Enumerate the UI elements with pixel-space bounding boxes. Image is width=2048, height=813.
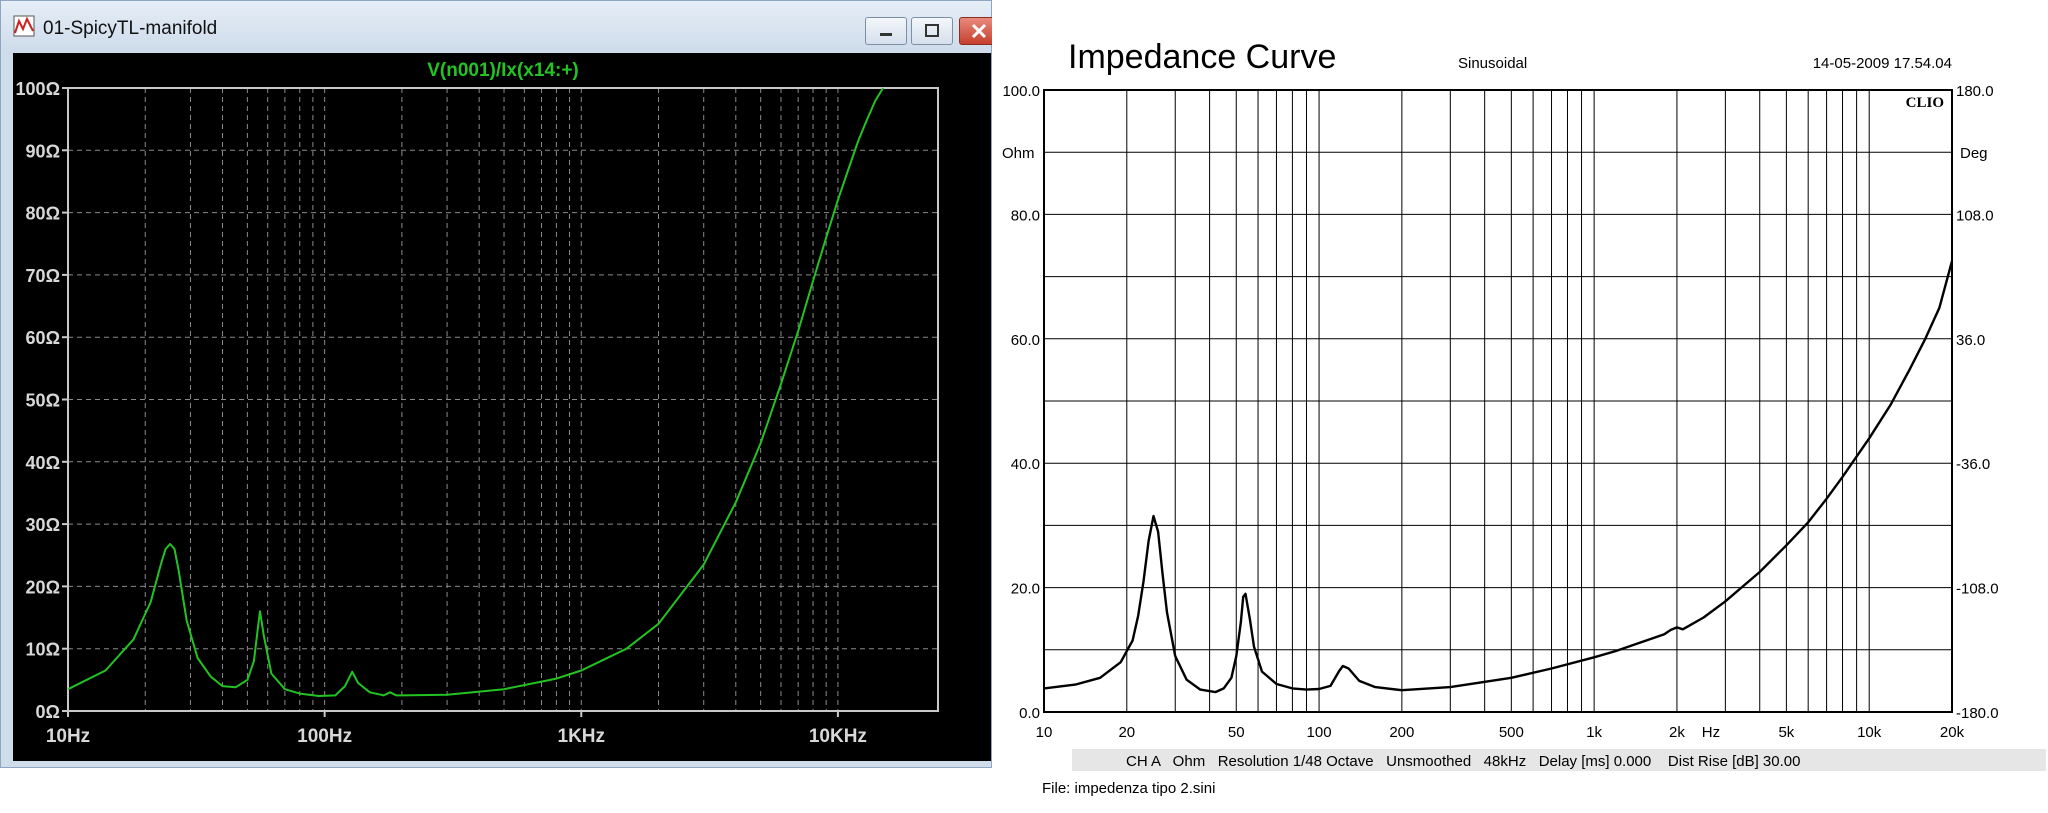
ltspice-plot-pane[interactable]: V(n001)/Ix(x14:+) 0Ω 10Ω 20Ω 30Ω 40Ω 50Ω 60Ω 70… (13, 53, 991, 761)
y-tick-label: 60Ω (26, 328, 60, 348)
x-tick-label: 100Hz (297, 726, 352, 747)
y-tick-label: 0Ω (36, 702, 60, 722)
x-tick-label: 10k (1857, 724, 1882, 741)
status-line: CH A Ohm Resolution 1/48 Octave Unsmooth… (1126, 753, 1800, 770)
y2-tick-label: 180.0 (1956, 83, 1994, 100)
y-tick-label: 0.0 (1019, 705, 1040, 722)
x-tick-label: 10 (1036, 724, 1053, 741)
close-icon (971, 23, 987, 39)
y2-tick-label: -180.0 (1956, 705, 1999, 722)
window-title: 01-SpicyTL-manifold (43, 18, 218, 39)
brand-logo: CLIO (1906, 95, 1944, 111)
y-tick-label: 100.0 (1002, 83, 1040, 100)
y-tick-label: 10Ω (26, 640, 60, 660)
x-tick-label: 200 (1389, 724, 1414, 741)
maximize-button[interactable] (911, 17, 953, 45)
x-tick-label: 10KHz (809, 726, 867, 747)
x-tick-label: 1k (1586, 724, 1602, 741)
x-tick-label: 5k (1778, 724, 1794, 741)
ltspice-impedance-chart: V(n001)/Ix(x14:+) 0Ω 10Ω 20Ω 30Ω 40Ω 50Ω 60Ω 70… (16, 60, 939, 747)
y2-tick-label: -108.0 (1956, 581, 1999, 598)
clio-grid (1044, 90, 1952, 712)
x-tick-label: 50 (1228, 724, 1245, 741)
y-tick-label: 20.0 (1011, 581, 1040, 598)
y-tick-label: 30Ω (26, 515, 60, 535)
y-tick-label: 80.0 (1011, 207, 1040, 224)
right-unit-label: Deg (1960, 145, 1988, 162)
trace-label[interactable]: V(n001)/Ix(x14:+) (427, 60, 579, 81)
timestamp: 14-05-2009 17.54.04 (1813, 55, 1952, 72)
x-tick-label: 100 (1307, 724, 1332, 741)
y-tick-label: 90Ω (26, 141, 60, 161)
x-tick-label: 10Hz (46, 726, 90, 747)
x-tick-label: 20k (1940, 724, 1965, 741)
y-tick-label: 100Ω (16, 79, 60, 99)
ltspice-grid (68, 88, 938, 711)
impedance-curve (1043, 260, 1954, 694)
x-tick-label: 20 (1118, 724, 1135, 741)
waveform-app-icon (13, 15, 35, 37)
y-tick-label: 70Ω (26, 266, 60, 286)
maximize-icon (925, 24, 939, 37)
window-titlebar[interactable]: 01-SpicyTL-manifold (1, 1, 999, 53)
brand-box (1886, 92, 1950, 112)
y2-tick-label: 36.0 (1956, 332, 1985, 349)
y-tick-label: 40Ω (26, 453, 60, 473)
left-unit-label: Ohm (1002, 145, 1035, 162)
ltspice-window: 01-SpicyTL-manifold V(n001)/Ix(x14:+) 0Ω… (0, 0, 999, 768)
minimize-icon (880, 33, 892, 36)
x-tick-label: 1KHz (558, 726, 606, 747)
x-tick-label: 500 (1499, 724, 1524, 741)
y-tick-label: 80Ω (26, 204, 60, 224)
file-line: File: impedenza tipo 2.sini (1042, 780, 1215, 797)
measure-mode: Sinusoidal (1458, 55, 1527, 72)
y-tick-label: 20Ω (26, 577, 60, 597)
y-tick-label: 40.0 (1011, 456, 1040, 473)
y2-tick-label: 108.0 (1956, 207, 1994, 224)
status-bar (1072, 749, 2046, 771)
y2-tick-label: -36.0 (1956, 456, 1990, 473)
minimize-button[interactable] (865, 17, 907, 45)
clio-impedance-chart: Impedance Curve Sinusoidal 14-05-2009 17… (1002, 38, 2046, 797)
y-tick-label: 50Ω (26, 391, 60, 411)
clio-plot-frame (1043, 89, 1953, 713)
y-tick-label: 60.0 (1011, 332, 1040, 349)
x-tick-label: 2k (1669, 724, 1685, 741)
hz-unit-label: Hz (1702, 724, 1720, 741)
impedance-trace (67, 87, 884, 697)
clio-panel: Impedance Curve Sinusoidal 14-05-2009 17… (992, 0, 2048, 813)
chart-title: Impedance Curve (1068, 38, 1336, 76)
